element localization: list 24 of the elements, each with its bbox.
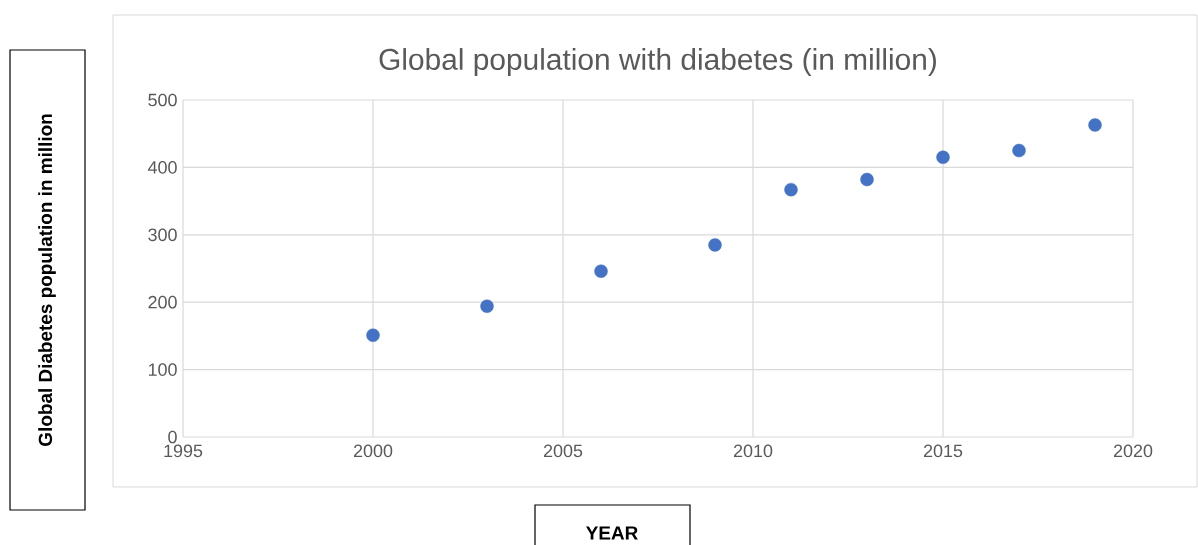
x-axis-title: YEAR	[586, 526, 638, 540]
x-tick-label: 1995	[164, 444, 203, 458]
point	[936, 150, 950, 164]
x-tick-label: 2005	[543, 444, 583, 458]
point	[1012, 143, 1026, 158]
y-tick-label: 300	[148, 228, 177, 242]
point	[366, 328, 380, 342]
point	[1088, 118, 1102, 132]
y-tick-label: 500	[148, 93, 177, 107]
x-tick-label: 2010	[733, 444, 773, 458]
point	[860, 172, 874, 187]
x-tick-label: 2015	[923, 444, 963, 458]
y-tick-label: 200	[148, 295, 177, 309]
x-tick-label: 2020	[1113, 444, 1153, 458]
point	[480, 299, 494, 313]
point	[708, 238, 722, 252]
point	[784, 182, 798, 197]
y-axis-title: Global Diabetes population in million	[38, 114, 56, 446]
point	[594, 264, 608, 278]
y-tick-label: 100	[148, 363, 177, 376]
x-tick-label: 2000	[353, 444, 393, 458]
y-tick-label: 0	[168, 430, 177, 444]
chart-title: Global population with diabetes (in million)	[379, 48, 936, 76]
y-tick-label: 400	[147, 161, 177, 174]
